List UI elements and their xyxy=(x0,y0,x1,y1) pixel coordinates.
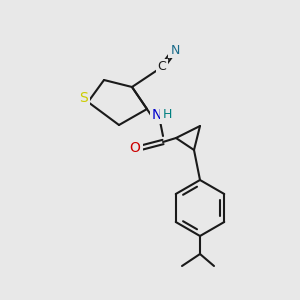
Text: N: N xyxy=(170,44,180,56)
Text: O: O xyxy=(130,141,140,155)
Text: N: N xyxy=(152,108,162,122)
Text: S: S xyxy=(80,91,88,105)
Text: C: C xyxy=(158,61,166,74)
Text: H: H xyxy=(162,109,172,122)
